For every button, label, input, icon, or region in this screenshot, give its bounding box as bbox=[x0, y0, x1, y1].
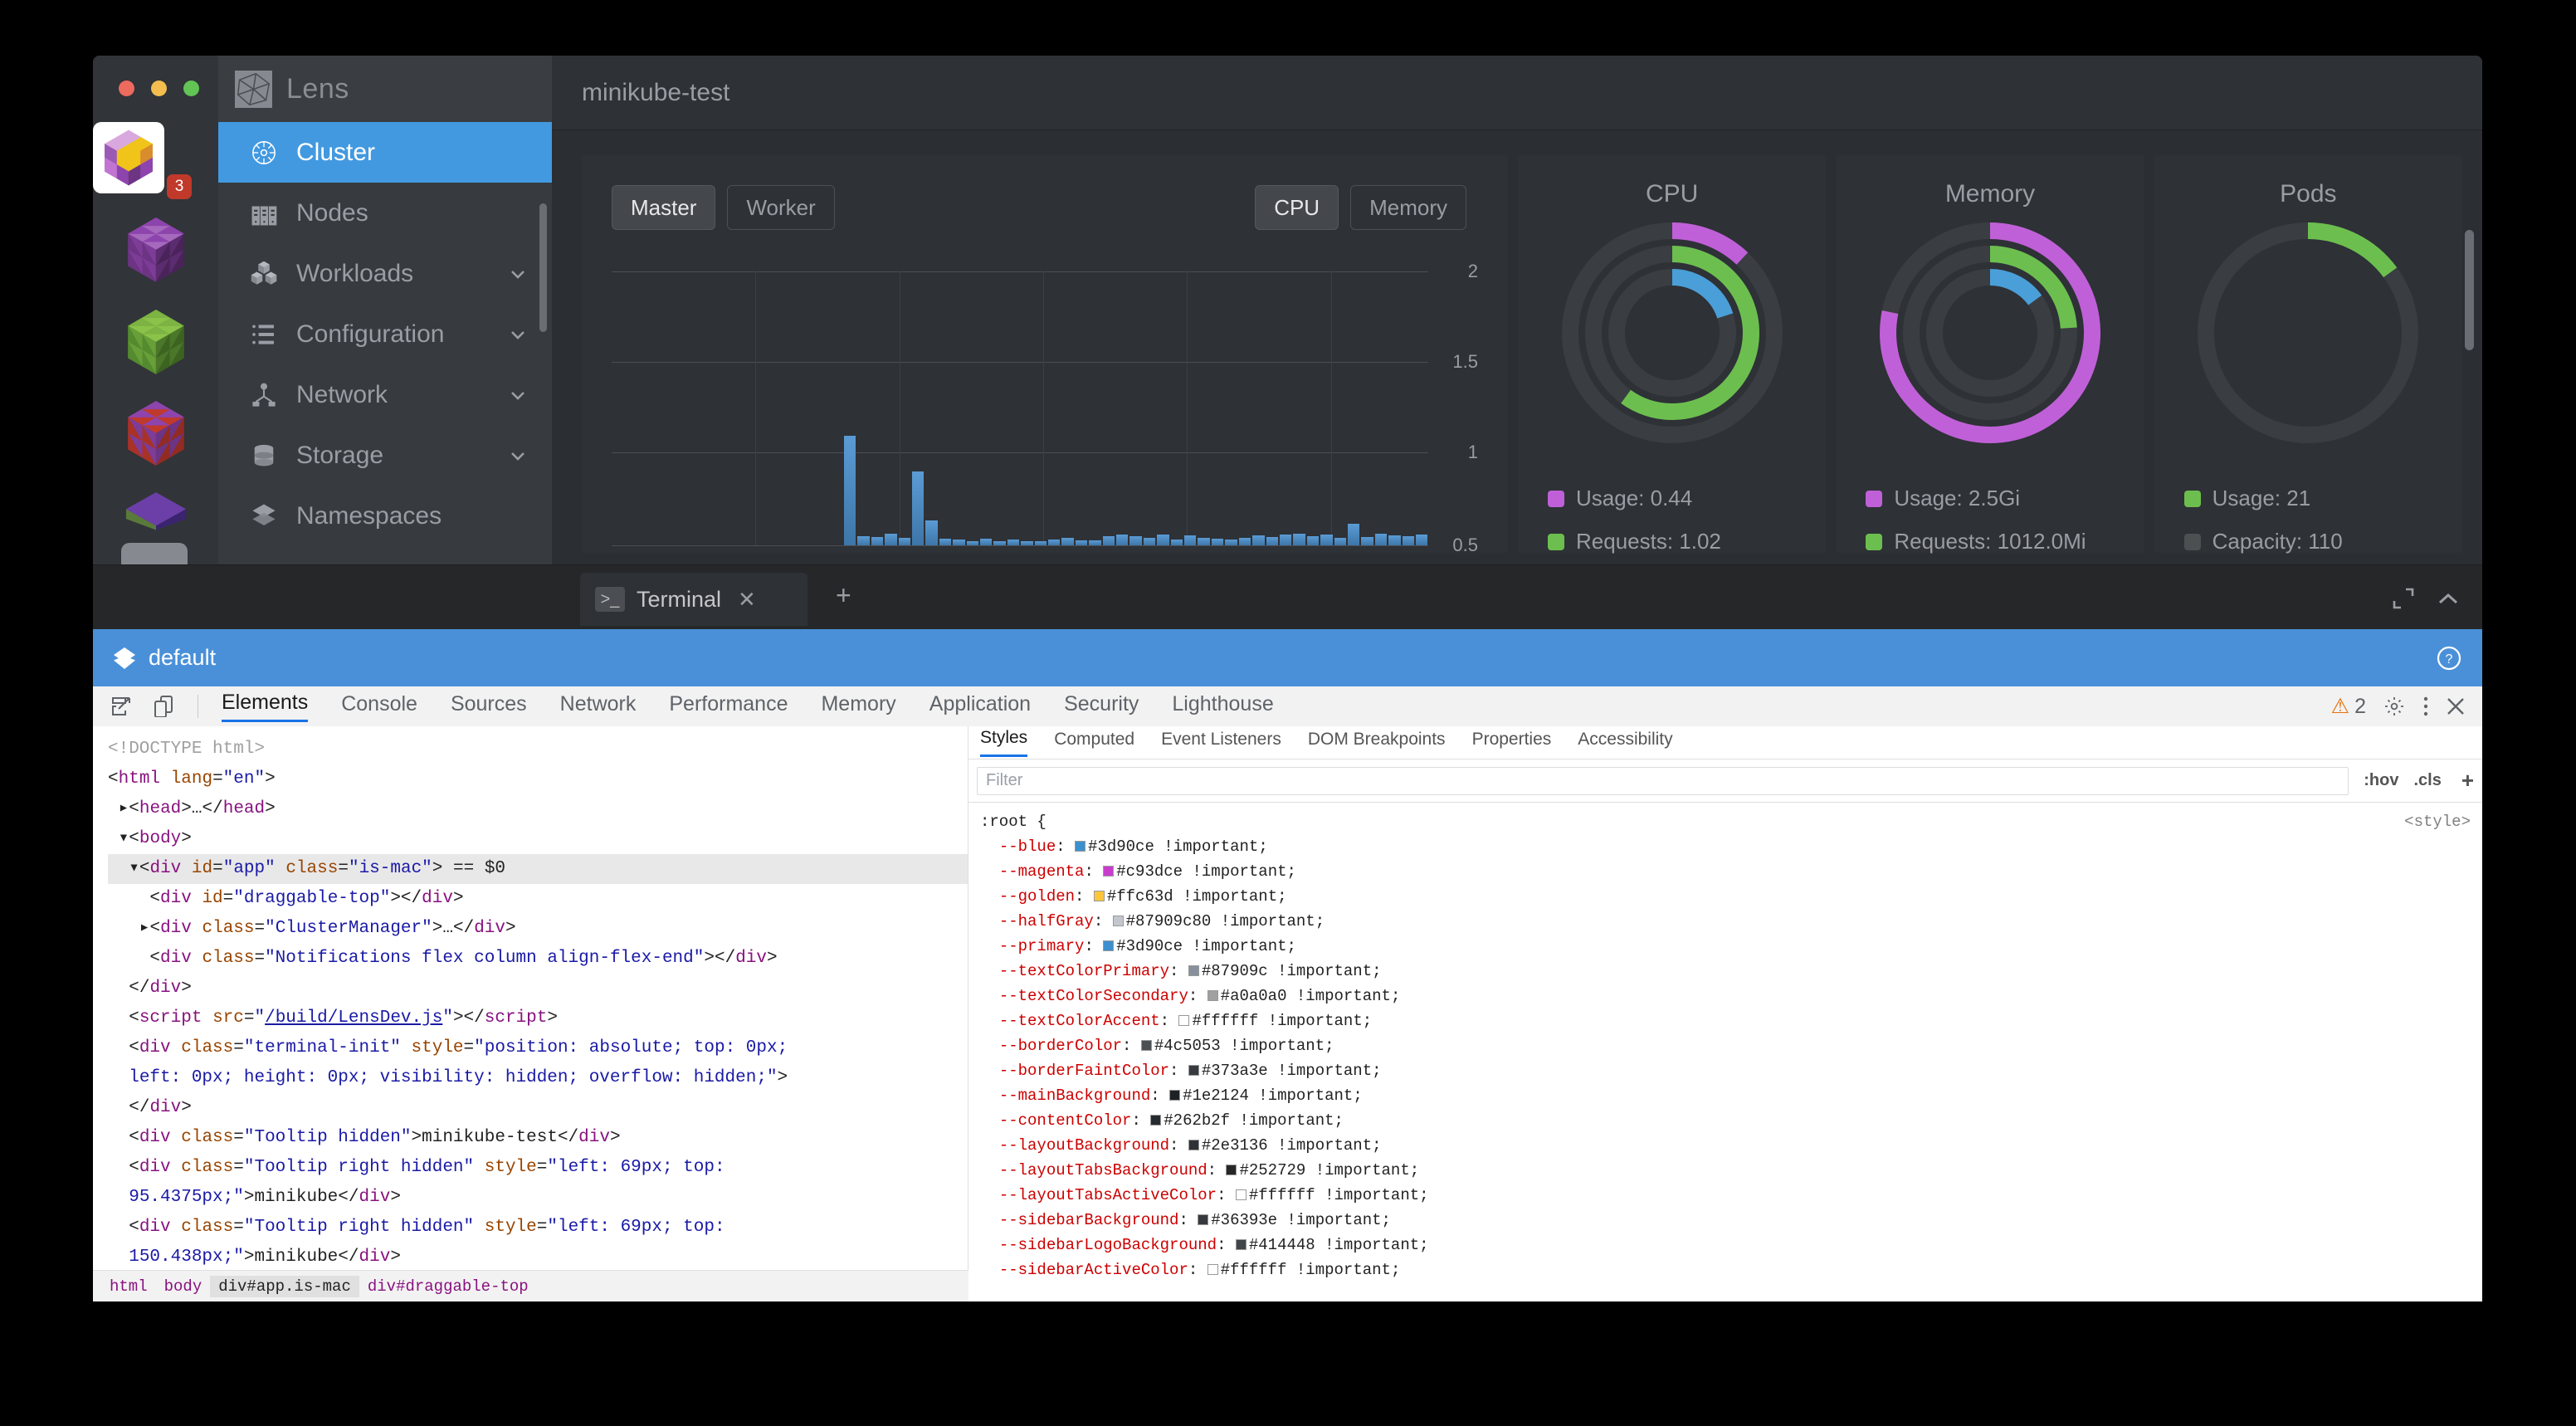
svg-text:?: ? bbox=[2446, 652, 2453, 667]
